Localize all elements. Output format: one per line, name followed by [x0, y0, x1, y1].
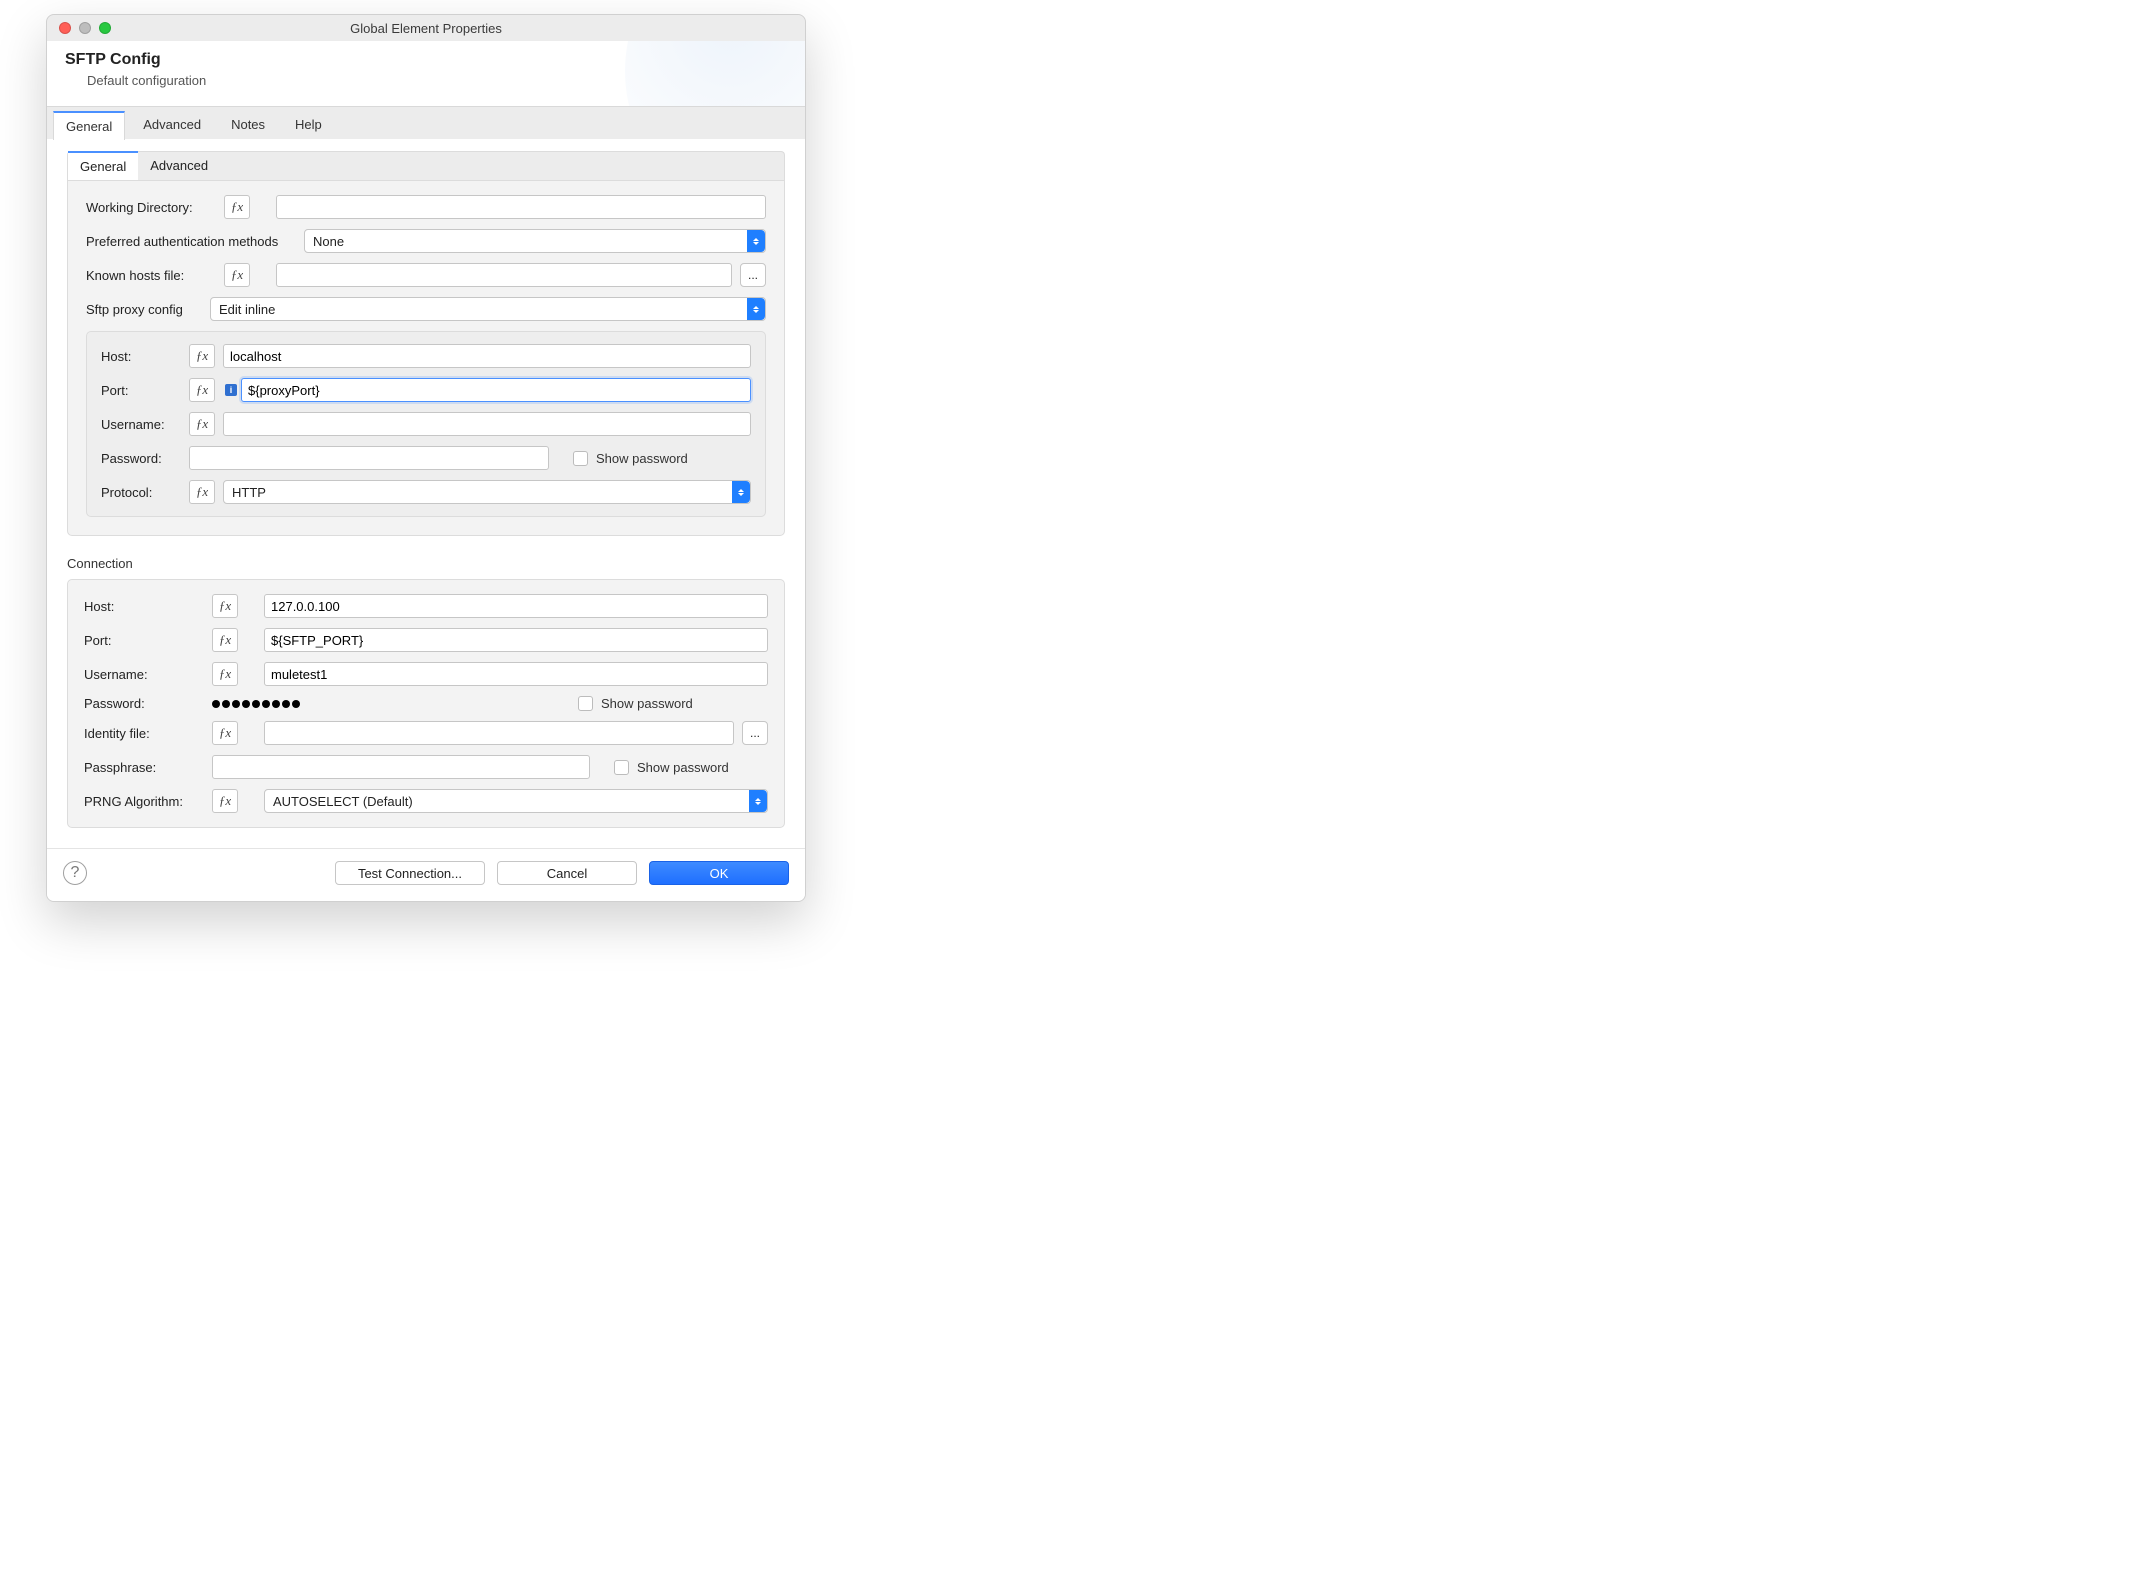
fx-button[interactable]: ƒx: [189, 378, 215, 402]
sftp-proxy-value: Edit inline: [219, 302, 275, 317]
password-mask: [212, 696, 302, 711]
connection-username-label: Username:: [84, 667, 204, 682]
window-title: Global Element Properties: [47, 21, 805, 36]
page-subtitle: Default configuration: [87, 73, 787, 88]
fx-button[interactable]: ƒx: [224, 195, 250, 219]
sftp-proxy-label: Sftp proxy config: [86, 302, 202, 317]
tab-general[interactable]: General: [53, 111, 125, 140]
zoom-window-button[interactable]: [99, 22, 111, 34]
connection-port-label: Port:: [84, 633, 204, 648]
body: General Advanced Working Directory: ƒx P…: [47, 139, 805, 848]
tab-advanced[interactable]: Advanced: [131, 111, 213, 139]
help-icon[interactable]: ?: [63, 861, 87, 885]
known-hosts-browse-button[interactable]: ...: [740, 263, 766, 287]
proxy-username-label: Username:: [101, 417, 181, 432]
connection-password-input[interactable]: [212, 696, 554, 711]
passphrase-input[interactable]: [212, 755, 590, 779]
working-directory-input[interactable]: [276, 195, 766, 219]
fx-button[interactable]: ƒx: [224, 263, 250, 287]
fx-button[interactable]: ƒx: [212, 662, 238, 686]
preferred-auth-label: Preferred authentication methods: [86, 234, 296, 249]
traffic-lights: [47, 22, 111, 34]
fx-button[interactable]: ƒx: [212, 721, 238, 745]
global-element-properties-window: Global Element Properties SFTP Config De…: [46, 14, 806, 902]
outer-tabs: General Advanced Notes Help: [47, 107, 805, 139]
fx-button[interactable]: ƒx: [189, 344, 215, 368]
connection-username-input[interactable]: [264, 662, 768, 686]
fx-button[interactable]: ƒx: [189, 480, 215, 504]
info-icon: i: [225, 384, 237, 396]
prng-algorithm-select[interactable]: AUTOSELECT (Default): [264, 789, 768, 813]
proxy-protocol-select[interactable]: HTTP: [223, 480, 751, 504]
known-hosts-label: Known hosts file:: [86, 268, 216, 283]
identity-file-browse-button[interactable]: ...: [742, 721, 768, 745]
connection-section-title: Connection: [67, 556, 785, 571]
connection-port-input[interactable]: [264, 628, 768, 652]
proxy-password-label: Password:: [101, 451, 181, 466]
prng-algorithm-value: AUTOSELECT (Default): [273, 794, 413, 809]
proxy-protocol-value: HTTP: [232, 485, 266, 500]
page-title: SFTP Config: [65, 51, 787, 69]
ok-button[interactable]: OK: [649, 861, 789, 885]
identity-file-label: Identity file:: [84, 726, 204, 741]
connection-show-password-label: Show password: [601, 696, 693, 711]
minimize-window-button[interactable]: [79, 22, 91, 34]
proxy-protocol-label: Protocol:: [101, 485, 181, 500]
close-window-button[interactable]: [59, 22, 71, 34]
titlebar: Global Element Properties: [47, 15, 805, 41]
connection-box: Host: ƒx Port: ƒx Username: ƒx Password:: [67, 579, 785, 828]
fx-button[interactable]: ƒx: [212, 594, 238, 618]
identity-file-input[interactable]: [264, 721, 734, 745]
working-directory-label: Working Directory:: [86, 200, 216, 215]
proxy-show-password-label: Show password: [596, 451, 688, 466]
proxy-username-input[interactable]: [223, 412, 751, 436]
tab-help[interactable]: Help: [283, 111, 334, 139]
passphrase-label: Passphrase:: [84, 760, 204, 775]
proxy-port-label: Port:: [101, 383, 181, 398]
proxy-port-input[interactable]: [241, 378, 751, 402]
proxy-config-box: Host: ƒx Port: ƒx i Username: ƒx Passwor…: [86, 331, 766, 517]
tab-notes[interactable]: Notes: [219, 111, 277, 139]
proxy-show-password-checkbox[interactable]: [573, 451, 588, 466]
inner-tab-advanced[interactable]: Advanced: [138, 152, 220, 180]
footer: ? Test Connection... Cancel OK: [47, 848, 805, 901]
preferred-auth-value: None: [313, 234, 344, 249]
fx-button[interactable]: ƒx: [212, 789, 238, 813]
passphrase-show-checkbox[interactable]: [614, 760, 629, 775]
fx-button[interactable]: ƒx: [212, 628, 238, 652]
connection-show-password-checkbox[interactable]: [578, 696, 593, 711]
chevron-updown-icon: [749, 790, 767, 812]
passphrase-show-label: Show password: [637, 760, 729, 775]
inner-tab-general[interactable]: General: [68, 151, 138, 180]
proxy-host-label: Host:: [101, 349, 181, 364]
fx-button[interactable]: ƒx: [189, 412, 215, 436]
header: SFTP Config Default configuration: [47, 41, 805, 107]
proxy-host-input[interactable]: [223, 344, 751, 368]
chevron-updown-icon: [747, 298, 765, 320]
chevron-updown-icon: [732, 481, 750, 503]
inner-tabs: General Advanced: [67, 151, 785, 180]
chevron-updown-icon: [747, 230, 765, 252]
cancel-button[interactable]: Cancel: [497, 861, 637, 885]
sftp-proxy-select[interactable]: Edit inline: [210, 297, 766, 321]
known-hosts-input[interactable]: [276, 263, 732, 287]
connection-host-label: Host:: [84, 599, 204, 614]
proxy-password-input[interactable]: [189, 446, 549, 470]
prng-algorithm-label: PRNG Algorithm:: [84, 794, 204, 809]
connection-host-input[interactable]: [264, 594, 768, 618]
test-connection-button[interactable]: Test Connection...: [335, 861, 485, 885]
connection-password-label: Password:: [84, 696, 204, 711]
general-panel: Working Directory: ƒx Preferred authenti…: [67, 180, 785, 536]
preferred-auth-select[interactable]: None: [304, 229, 766, 253]
